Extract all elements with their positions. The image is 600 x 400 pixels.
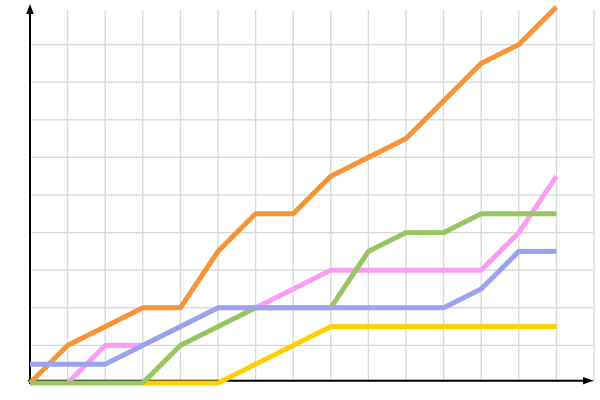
series-line-blue [30,248,557,367]
y-axis-arrow [26,4,34,14]
x-axis-arrow [583,377,594,385]
series-line-pink [30,174,559,386]
series-line-orange [28,5,559,385]
